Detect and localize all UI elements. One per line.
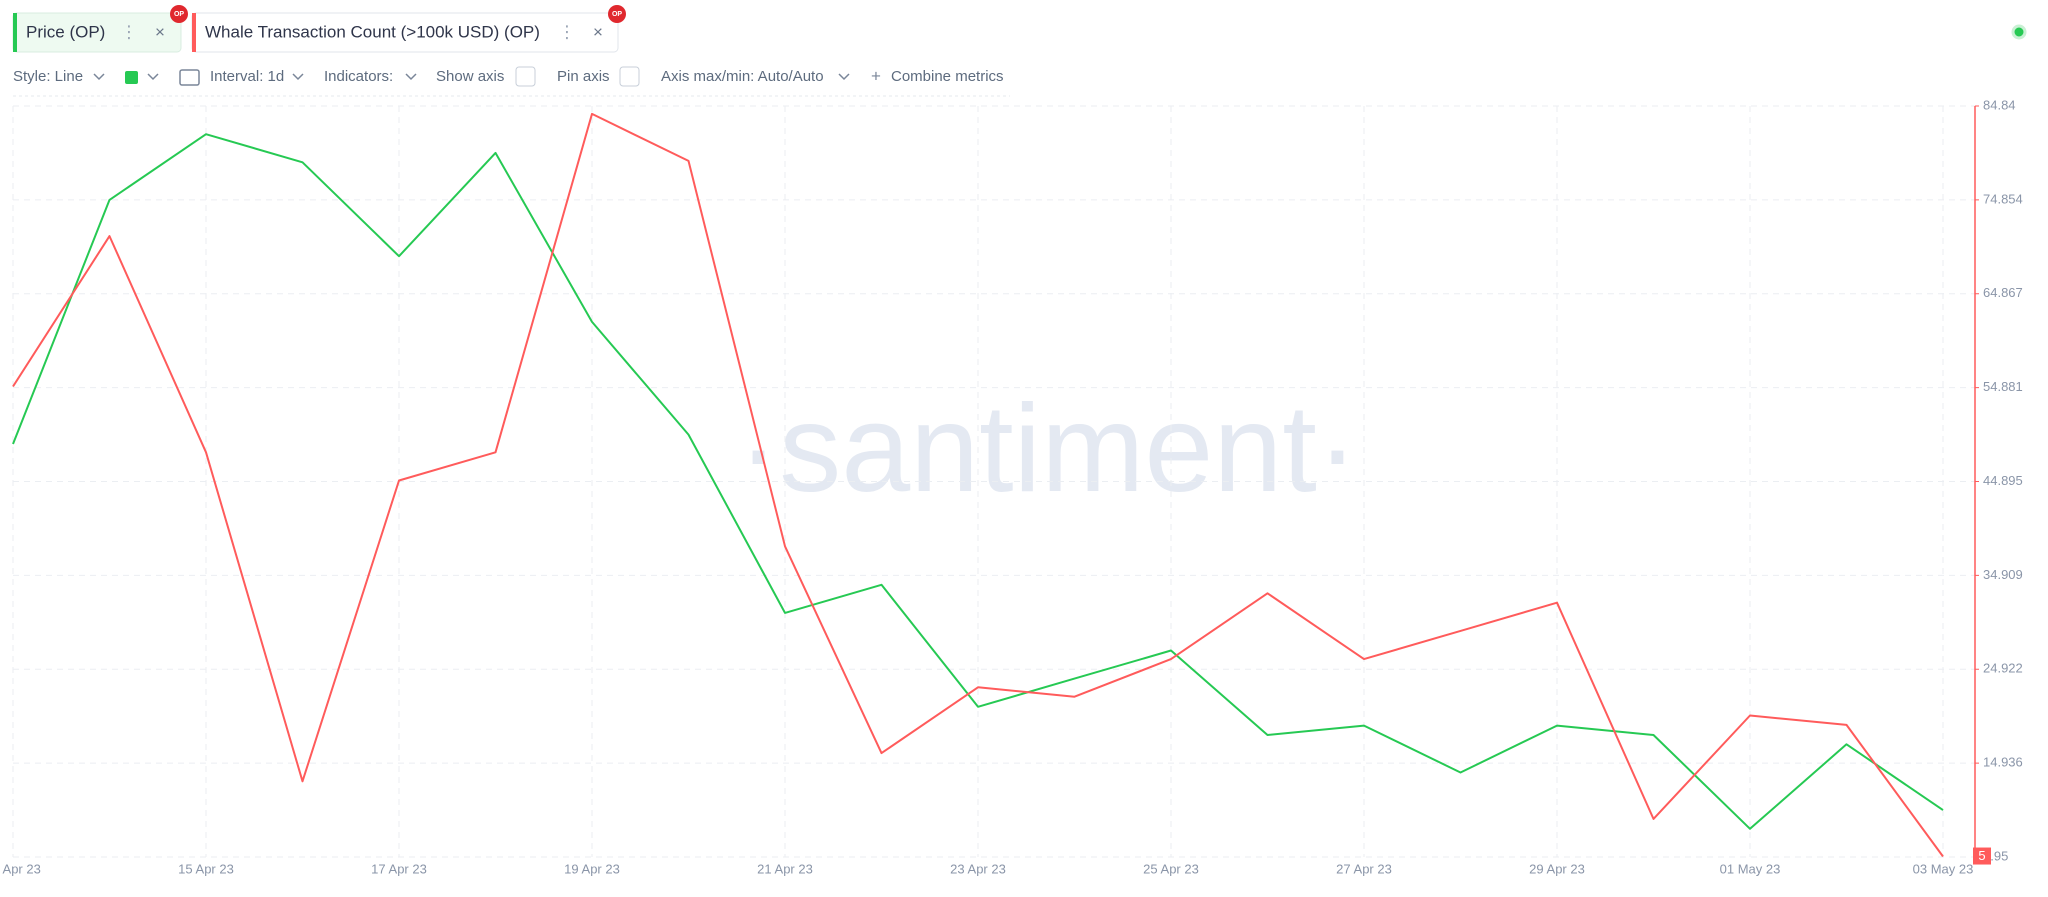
x-tick-label: 15 Apr 23	[178, 861, 234, 876]
y-tick-label: 44.895	[1983, 473, 2023, 488]
chevron	[93, 73, 105, 81]
tab-indicator	[192, 13, 196, 52]
current-value-box	[1973, 847, 1991, 865]
chevron	[147, 73, 159, 81]
series-line	[12, 112, 1944, 858]
toolbar: Style: Line Interval: 1d Indicators: Sho…	[13, 66, 1010, 97]
chevron	[405, 73, 417, 81]
series-line	[12, 133, 1944, 830]
x-tick-label: 25 Apr 23	[1143, 861, 1199, 876]
x-tick-label: 23 Apr 23	[950, 861, 1006, 876]
badge	[608, 5, 626, 23]
y-tick-label: 14.936	[1983, 755, 2023, 770]
chevron	[292, 73, 304, 81]
color-select[interactable]	[125, 71, 138, 84]
indicators-select[interactable]: Indicators:	[324, 68, 393, 85]
show-axis-label[interactable]: Show axis	[436, 68, 504, 85]
y-tick-label: 74.854	[1983, 191, 2023, 206]
pin-axis-label[interactable]: Pin axis	[557, 68, 610, 85]
tab-close[interactable]: ×	[155, 22, 165, 41]
plus-icon: +	[871, 66, 881, 85]
tab-close[interactable]: ×	[593, 22, 603, 41]
tab-menu[interactable]: ⋮	[559, 22, 576, 41]
status-dot	[2011, 24, 2027, 40]
y-tick-label: 34.909	[1983, 567, 2023, 582]
style-select[interactable]: Style: Line	[13, 68, 83, 85]
y-tick-label: 64.867	[1983, 285, 2023, 300]
x-tick-label: 01 May 23	[1720, 861, 1781, 876]
tab-menu[interactable]: ⋮	[121, 22, 138, 41]
badge-label: OP	[612, 11, 622, 18]
checkbox[interactable]	[515, 66, 536, 87]
tab-indicator	[13, 13, 17, 52]
x-tick-label: 03 May 23	[1913, 861, 1974, 876]
y-tick-label: 24.922	[1983, 661, 2023, 676]
x-tick-label: 29 Apr 23	[1529, 861, 1585, 876]
combine-button[interactable]: Combine metrics	[891, 68, 1004, 85]
x-tick-label: 21 Apr 23	[757, 861, 813, 876]
checkbox[interactable]	[619, 66, 640, 87]
current-value-label: 5	[1978, 848, 1985, 863]
y-tick-label: 84.84	[1983, 97, 2016, 112]
badge-label: OP	[174, 11, 184, 18]
x-tick-label: 19 Apr 23	[564, 861, 620, 876]
x-tick-label: 27 Apr 23	[1336, 861, 1392, 876]
chevron	[838, 73, 850, 81]
interval-select[interactable]: Interval: 1d	[210, 68, 284, 85]
watermark: ·santiment·	[738, 380, 1358, 518]
x-tick-label: 13 Apr 23	[0, 861, 41, 876]
axis-maxmin-select[interactable]: Axis max/min: Auto/Auto	[661, 68, 824, 85]
y-tick-label: 54.881	[1983, 379, 2023, 394]
interval-icon	[179, 69, 200, 86]
x-tick-label: 17 Apr 23	[371, 861, 427, 876]
badge	[170, 5, 188, 23]
tab-label: Whale Transaction Count (>100k USD) (OP)	[205, 22, 540, 41]
tab-label: Price (OP)	[26, 22, 105, 41]
